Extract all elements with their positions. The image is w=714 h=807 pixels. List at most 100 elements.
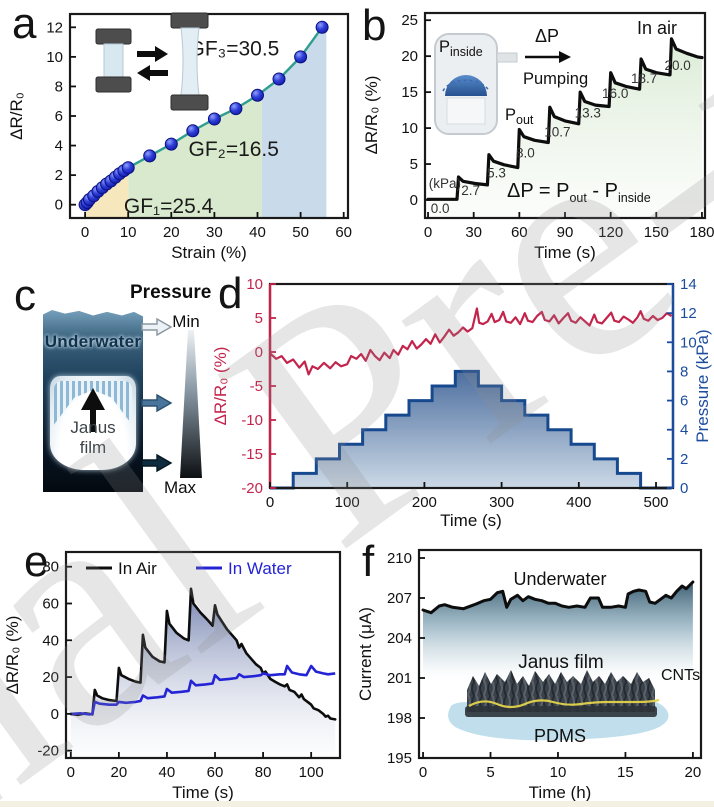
up-arrow-icon <box>81 388 105 410</box>
svg-text:30: 30 <box>206 224 223 241</box>
cnt-base-layer <box>465 706 657 717</box>
film-relaxed <box>103 43 124 78</box>
panel-d-x-ticks: 0 100 200 300 400 500 <box>266 482 669 511</box>
svg-text:0: 0 <box>81 224 89 241</box>
pump-inset: Pinside ΔP Pumping Pout <box>434 26 588 135</box>
pressure-max-label: Max <box>163 478 197 497</box>
svg-text:90: 90 <box>557 224 574 241</box>
svg-text:GF₃=30.5: GF₃=30.5 <box>189 37 280 60</box>
cnts-label: CNTs <box>661 667 700 684</box>
svg-text:10: 10 <box>680 334 697 351</box>
svg-text:12: 12 <box>46 19 63 36</box>
panel-c-underwater-diagram: Underwater Janus film Pressure Min Max <box>8 272 240 530</box>
svg-text:80: 80 <box>255 764 272 781</box>
svg-text:210: 210 <box>387 550 412 567</box>
svg-text:(kPa): (kPa) <box>429 176 461 191</box>
svg-text:20: 20 <box>42 669 59 686</box>
panel-label-d: d <box>218 269 243 318</box>
panel-d-left-y-ticks: 10 5 0 -5 -10 -15 -20 <box>241 276 276 497</box>
svg-text:0: 0 <box>255 344 263 361</box>
gf2-shaded-region <box>128 93 262 218</box>
svg-text:-10: -10 <box>241 412 263 429</box>
svg-text:0: 0 <box>67 764 75 781</box>
janus-film-label: Janus film <box>50 418 136 457</box>
svg-text:10: 10 <box>46 49 63 66</box>
panel-b-pressure-chart: 0 30 60 90 120 150 180 0 5 10 15 20 25 (kPa) 0.0 2.7 5… <box>362 11 714 262</box>
svg-text:60: 60 <box>511 224 528 241</box>
panel-a-y-axis-label: ΔR/R₀ <box>7 92 26 140</box>
janus-film-label-f: Janus film <box>518 652 604 673</box>
panel-e-legend: In Air In Water <box>86 559 292 578</box>
arrow-max-pressure-icon <box>141 453 173 473</box>
delta-p-equation: ΔP = Pout - Pinside <box>507 180 651 205</box>
svg-text:4: 4 <box>680 422 688 439</box>
pump-base-box <box>446 97 486 125</box>
svg-text:100: 100 <box>335 494 360 511</box>
svg-text:20.0: 20.0 <box>664 58 690 73</box>
svg-text:12: 12 <box>680 305 697 322</box>
release-arrow-left-icon <box>137 65 168 81</box>
svg-text:0: 0 <box>419 764 427 781</box>
panel-label-f: f <box>362 537 375 586</box>
panel-e-x-axis-label: Time (s) <box>172 783 234 802</box>
pressure-response-line <box>426 37 704 201</box>
clamp-bottom-stretched <box>170 94 209 111</box>
svg-text:5.3: 5.3 <box>487 166 506 181</box>
svg-text:15: 15 <box>617 764 634 781</box>
svg-text:10.7: 10.7 <box>544 125 570 140</box>
panel-e-x-ticks: 0 20 40 60 80 100 <box>67 752 324 781</box>
svg-text:8: 8 <box>55 78 63 95</box>
panel-e-y-ticks: -20 0 20 40 60 80 <box>37 559 72 760</box>
svg-text:207: 207 <box>387 590 412 607</box>
svg-text:-20: -20 <box>37 743 59 760</box>
svg-text:10: 10 <box>120 224 137 241</box>
panel-f-y-ticks: 195 198 201 204 207 210 <box>387 550 425 767</box>
svg-text:201: 201 <box>387 670 412 687</box>
underwater-label: Underwater <box>44 332 142 351</box>
svg-text:6: 6 <box>680 393 688 410</box>
pumping-arrow-head-icon <box>559 51 571 63</box>
svg-text:10: 10 <box>401 120 418 137</box>
bottom-page-strip <box>0 801 714 807</box>
svg-text:6: 6 <box>55 108 63 125</box>
current-line <box>421 580 695 615</box>
panel-a-gf-annotations: GF₁=25.4 GF₂=16.5 GF₃=30.5 <box>124 37 279 217</box>
legend-label-in-water: In Water <box>228 559 292 578</box>
svg-text:5: 5 <box>255 310 263 327</box>
svg-text:200: 200 <box>412 494 437 511</box>
svg-text:16.0: 16.0 <box>602 86 628 101</box>
svg-text:20: 20 <box>111 764 128 781</box>
svg-text:40: 40 <box>249 224 266 241</box>
svg-text:8.0: 8.0 <box>516 146 535 161</box>
pressure-gradient-wedge <box>180 330 202 478</box>
svg-text:60: 60 <box>335 224 352 241</box>
svg-text:2: 2 <box>680 451 688 468</box>
svg-text:198: 198 <box>387 710 412 727</box>
panel-d-dual-axis-chart: 0 100 200 300 400 500 10 5 0 -5 -10 -15 -20 0 2 4 6 8 10… <box>211 276 712 530</box>
in-air-fill <box>70 588 336 758</box>
panel-e-axes-frame <box>64 550 342 760</box>
stretch-arrow-right-icon <box>137 46 168 62</box>
svg-text:13.3: 13.3 <box>575 105 601 120</box>
up-arrow-stem <box>90 408 96 432</box>
pump-tube <box>496 52 518 63</box>
svg-text:0: 0 <box>680 480 688 497</box>
panel-d-right-y-ticks: 0 2 4 6 8 10 12 14 <box>667 276 697 497</box>
panel-f-x-axis-label: Time (h) <box>529 783 592 802</box>
pressure-response-fill <box>428 38 702 219</box>
film-word: film <box>79 437 107 457</box>
pump-dome <box>445 75 487 96</box>
pressure-arrows-svg <box>141 317 173 473</box>
svg-text:18.7: 18.7 <box>631 71 657 86</box>
panel-f-axes-frame <box>417 548 703 760</box>
panel-a-x-ticks: 0 10 20 30 40 50 60 <box>81 212 352 241</box>
panel-b-x-ticks: 0 30 60 90 120 150 180 <box>424 212 714 241</box>
janus-film-illustration <box>448 670 669 741</box>
pump-dome-dashed-arc <box>442 79 490 92</box>
in-air-line <box>69 587 337 721</box>
svg-text:40: 40 <box>42 632 59 649</box>
svg-text:204: 204 <box>387 630 412 647</box>
svg-text:500: 500 <box>643 494 668 511</box>
panel-b-y-axis-label: ΔR/R₀ (%) <box>362 76 381 155</box>
